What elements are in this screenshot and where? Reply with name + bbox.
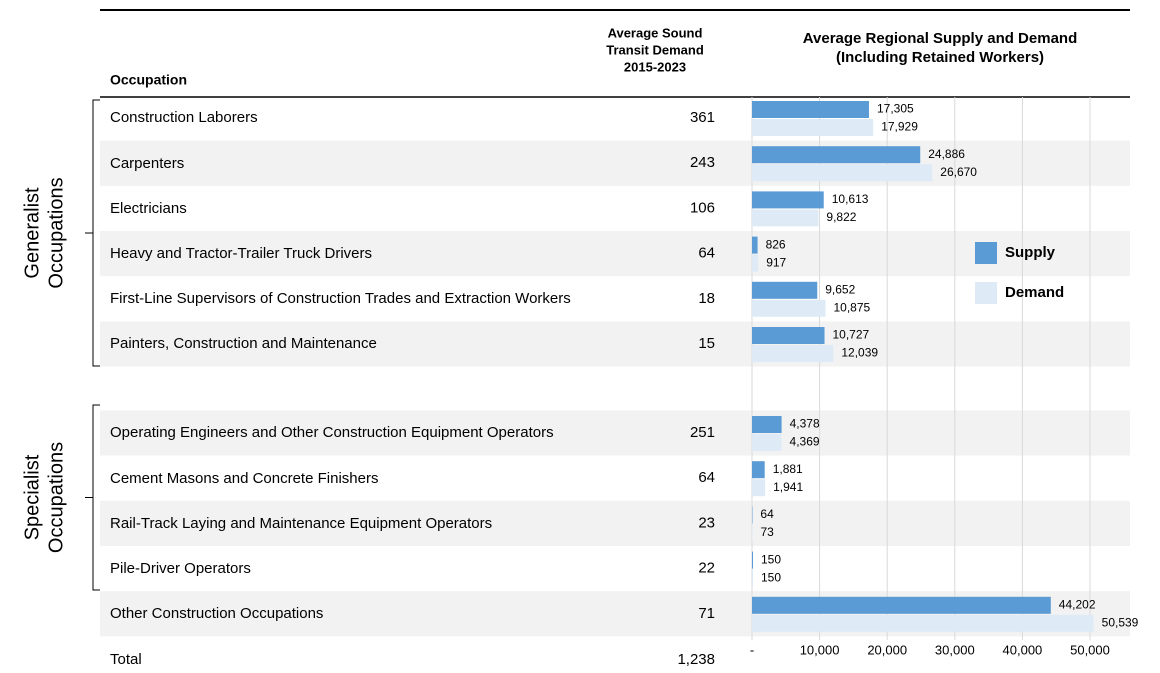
bar-label: 44,202 <box>1059 597 1096 611</box>
transit-demand: 22 <box>698 560 715 577</box>
category-label: Operating Engineers and Other Constructi… <box>110 424 554 442</box>
bar-label: 12,039 <box>841 346 878 360</box>
column-header: 2015-2023 <box>624 59 686 74</box>
bar-label: 4,369 <box>790 435 820 449</box>
transit-demand: 23 <box>698 514 715 531</box>
transit-demand: 251 <box>690 424 715 441</box>
chart-title: (Including Retained Workers) <box>836 49 1044 66</box>
row-backgrounds <box>100 140 1130 637</box>
chart-title: Average Regional Supply and Demand <box>803 30 1078 47</box>
transit-demand: 71 <box>698 605 715 622</box>
bar <box>752 119 874 136</box>
group-bracket <box>85 99 100 367</box>
transit-demand: 64 <box>698 245 715 262</box>
x-tick-label: 50,000 <box>1070 642 1110 657</box>
x-tick-label: 10,000 <box>800 642 840 657</box>
bar-label: 10,727 <box>833 328 870 342</box>
bar <box>752 164 933 182</box>
row-shade <box>100 500 1130 546</box>
legend-swatch <box>975 242 997 264</box>
legend-swatch <box>975 282 997 304</box>
bar-label: 26,670 <box>940 165 977 179</box>
bar <box>752 299 826 317</box>
bar-label: 826 <box>766 237 786 251</box>
column-header: Average Sound <box>608 25 703 40</box>
column-header: Occupation <box>110 72 187 88</box>
bar <box>752 146 921 164</box>
bar <box>752 479 766 497</box>
row-shade <box>100 231 1130 277</box>
x-tick-label: 20,000 <box>867 642 907 657</box>
bar-label: 17,305 <box>877 102 914 116</box>
bar-label: 150 <box>761 570 781 584</box>
bar-label: 10,875 <box>834 300 871 314</box>
bar <box>752 614 1094 632</box>
x-tick-label: 40,000 <box>1003 642 1043 657</box>
transit-demand: 243 <box>690 154 715 171</box>
bar-label: 64 <box>760 507 774 521</box>
total-label: Total <box>110 651 142 668</box>
bar <box>752 569 754 587</box>
group-label: Specialist <box>21 454 43 540</box>
category-label: Cement Masons and Concrete Finishers <box>110 469 379 487</box>
bar-label: 50,539 <box>1102 615 1139 629</box>
group-label: Occupations <box>45 442 67 553</box>
bar <box>752 236 758 254</box>
transit-demand: 106 <box>690 199 715 216</box>
bar <box>752 434 782 451</box>
bar-label: 73 <box>760 525 774 539</box>
category-label: Carpenters <box>110 154 185 172</box>
bar-label: 4,378 <box>790 417 820 431</box>
category-label: Rail-Track Laying and Maintenance Equipm… <box>110 514 493 532</box>
row-shade <box>100 140 1130 186</box>
bar-label: 9,822 <box>826 210 856 224</box>
bar <box>752 416 782 433</box>
bar <box>752 191 824 209</box>
x-tick-label: 30,000 <box>935 642 975 657</box>
category-label: Other Construction Occupations <box>110 605 324 623</box>
transit-demand: 361 <box>690 109 715 126</box>
bar-label: 9,652 <box>825 282 855 296</box>
column-header: Transit Demand <box>606 42 704 57</box>
bar <box>752 327 825 344</box>
bar <box>752 281 818 299</box>
x-tick-label: - <box>750 642 754 657</box>
bar-label: 150 <box>761 552 781 566</box>
category-label: Painters, Construction and Maintenance <box>110 335 377 353</box>
bar <box>752 254 759 272</box>
row-shade <box>100 321 1130 367</box>
grid <box>751 97 1091 640</box>
bar-label: 1,941 <box>773 480 803 494</box>
bar <box>752 461 765 479</box>
bar-label: 24,886 <box>928 147 965 161</box>
transit-demand: 18 <box>698 290 715 307</box>
bar-label: 17,929 <box>881 120 918 134</box>
category-label: Electricians <box>110 199 187 217</box>
transit-demand: 64 <box>698 469 715 486</box>
group-label: Occupations <box>45 177 67 288</box>
bar <box>752 345 834 362</box>
group-bracket <box>85 404 100 591</box>
bar <box>752 209 819 227</box>
category-label: Heavy and Tractor-Trailer Truck Drivers <box>110 245 373 263</box>
bar-label: 10,613 <box>832 192 869 206</box>
row-shade <box>100 410 1130 456</box>
transit-demand: 15 <box>698 335 715 352</box>
category-label: Construction Laborers <box>110 109 258 127</box>
category-label: First-Line Supervisors of Construction T… <box>110 290 571 308</box>
category-label: Pile-Driver Operators <box>110 560 251 578</box>
bar <box>752 596 1051 614</box>
bar-label: 1,881 <box>773 462 803 476</box>
legend-label: Demand <box>1005 284 1064 301</box>
total-value: 1,238 <box>677 651 715 668</box>
bar <box>752 101 869 118</box>
bar-label: 917 <box>766 255 786 269</box>
legend-label: Supply <box>1005 244 1056 261</box>
group-label: Generalist <box>21 187 43 279</box>
bar <box>752 551 754 569</box>
